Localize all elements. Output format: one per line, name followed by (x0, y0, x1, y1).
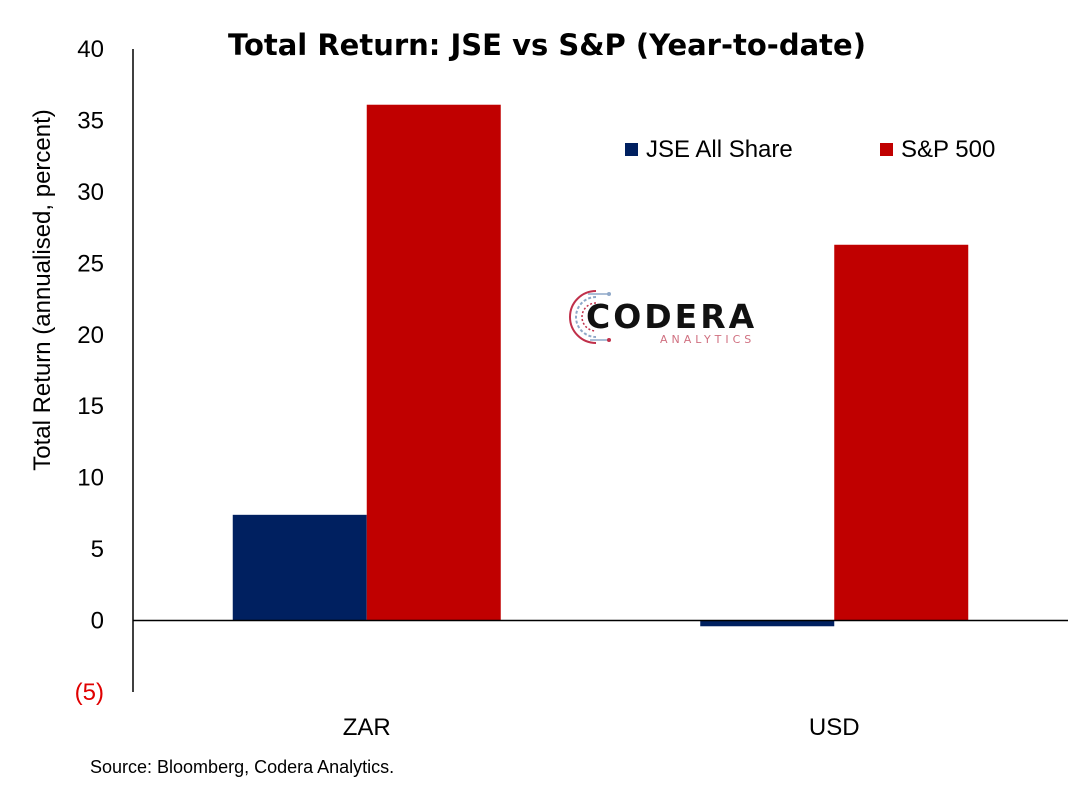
y-axis-label: Total Return (annualised, percent) (29, 109, 56, 471)
x-category-label: USD (809, 714, 860, 741)
y-tick-label: 40 (77, 36, 104, 63)
y-tick-label: 35 (77, 107, 104, 134)
logo-name: CODERA (586, 297, 757, 336)
y-tick-label: 10 (77, 465, 104, 492)
legend: JSE All Share S&P 500 (625, 136, 995, 163)
y-tick-label: 30 (77, 179, 104, 206)
chart-title: Total Return: JSE vs S&P (Year-to-date) (228, 28, 866, 62)
bar-s-p-500-zar (366, 104, 501, 621)
legend-label: JSE All Share (646, 136, 793, 163)
bars (232, 104, 969, 627)
y-axis-ticks: 40 35 30 25 20 15 10 5 0 (5) (75, 36, 104, 706)
y-tick-label: 5 (91, 536, 104, 563)
codera-logo-mark (569, 290, 611, 344)
codera-logo: CODERA ANALYTICS (569, 290, 757, 346)
legend-label: S&P 500 (901, 136, 995, 163)
bar-s-p-500-usd (834, 244, 969, 621)
y-tick-label: (5) (75, 679, 104, 706)
logo-subtitle: ANALYTICS (660, 333, 755, 346)
y-tick-label: 20 (77, 322, 104, 349)
legend-swatch (625, 143, 638, 156)
bar-jse-all-share-zar (232, 514, 367, 621)
x-axis-categories: ZAR USD (343, 714, 860, 741)
x-category-label: ZAR (343, 714, 391, 741)
source-note: Source: Bloomberg, Codera Analytics. (90, 757, 395, 777)
y-tick-label: 25 (77, 250, 104, 277)
legend-swatch (880, 143, 893, 156)
y-tick-label: 15 (77, 393, 104, 420)
bar-jse-all-share-usd (700, 620, 835, 627)
y-tick-label: 0 (91, 608, 104, 635)
